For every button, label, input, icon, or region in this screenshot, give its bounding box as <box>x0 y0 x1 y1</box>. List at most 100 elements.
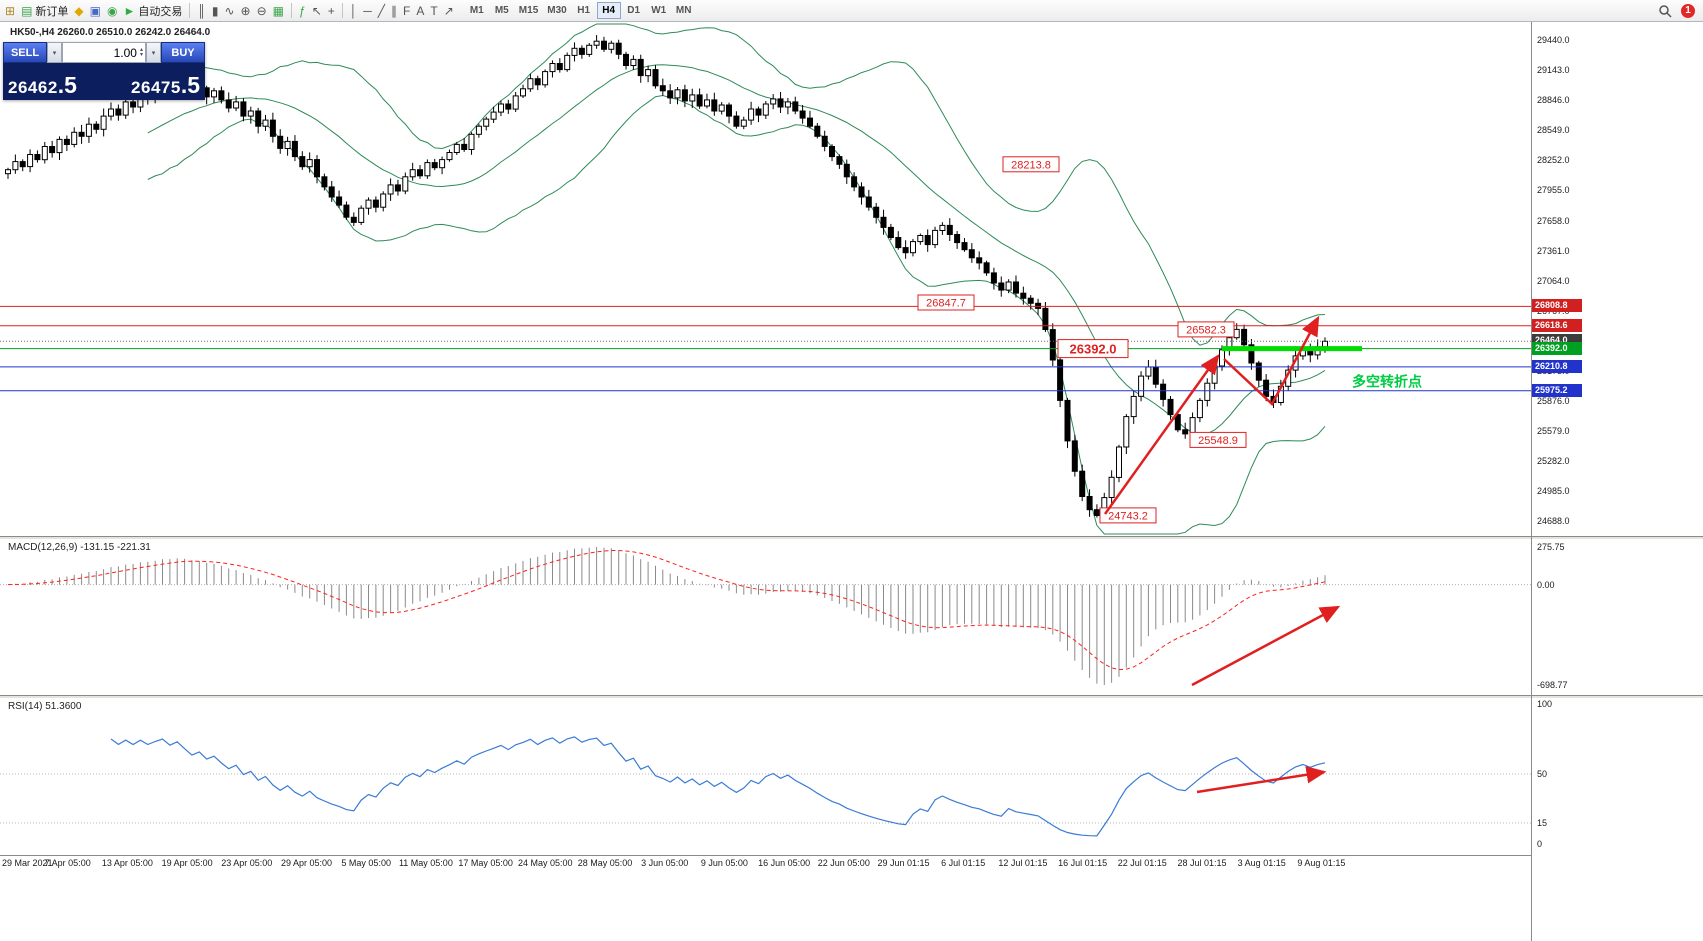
stepper-down-icon[interactable]: ▾ <box>139 51 143 58</box>
price-label-text: 25548.9 <box>1198 435 1238 447</box>
time-label: 12 Jul 01:15 <box>998 858 1048 868</box>
new-order-button[interactable]: ▤ 新订单 <box>18 1 71 21</box>
auto-trading-button[interactable]: ► 自动交易 <box>120 1 185 21</box>
volume-stepper[interactable]: ▴ ▾ <box>139 46 143 58</box>
timeframe-mn[interactable]: MN <box>672 2 696 19</box>
market-icon[interactable]: ◆ <box>71 1 86 21</box>
zoom-out-icon[interactable]: ⊖ <box>254 1 270 21</box>
price-axis-label: 27064.0 <box>1537 275 1570 286</box>
notification-badge[interactable]: 1 <box>1681 3 1695 18</box>
macd-axis-label: -698.77 <box>1537 680 1568 690</box>
timeframe-m30[interactable]: M30 <box>543 2 570 19</box>
cursor-icon: ↖ <box>311 3 322 18</box>
data-window-icon[interactable]: ◉ <box>104 1 120 21</box>
price-axis-label: 27955.0 <box>1537 185 1570 196</box>
time-label: 29 Apr 05:00 <box>280 858 333 868</box>
price-tag: 26808.8 <box>1532 299 1582 313</box>
price-label-text: 26847.7 <box>926 298 966 310</box>
label-icon: T <box>430 3 438 18</box>
timeframe-m1[interactable]: M1 <box>465 2 489 19</box>
market-icon: ◆ <box>74 3 84 18</box>
timeframe-h1[interactable]: H1 <box>572 2 596 19</box>
sell-button[interactable]: SELL <box>3 42 47 63</box>
auto-trading-button-label: 自动交易 <box>138 5 183 18</box>
macd-histogram <box>14 547 1326 685</box>
indicators-icon[interactable]: ƒ <box>296 1 309 21</box>
trendline-icon[interactable]: ╱ <box>375 1 388 21</box>
price-axis-column[interactable]: 29440.0 29143.0 28846.0 28549.0 28252.0 27955… <box>1531 22 1703 941</box>
vertical-line-icon[interactable]: │ <box>347 1 361 21</box>
new-chart-icon[interactable]: ⊞ <box>2 1 18 21</box>
volume-input[interactable]: 1.00 ▴ ▾ <box>62 42 146 63</box>
search-icon[interactable] <box>1655 1 1675 21</box>
panel-splitter[interactable] <box>0 695 1531 698</box>
bar-chart-icon[interactable]: ║ <box>194 1 209 21</box>
price-axis-label: 29440.0 <box>1537 35 1570 46</box>
price-axis-label: 28846.0 <box>1537 95 1570 106</box>
volume-value: 1.00 <box>113 45 137 60</box>
horizontal-line-icon[interactable]: ─ <box>360 1 375 21</box>
crosshair-icon[interactable]: + <box>325 1 338 21</box>
crosshair-icon: + <box>327 3 335 18</box>
bar-chart-icon: ║ <box>197 3 206 18</box>
rsi-canvas[interactable] <box>0 698 1531 855</box>
price-label-text: 24743.2 <box>1108 510 1148 522</box>
timeframe-w1[interactable]: W1 <box>647 2 671 19</box>
price-axis-label: 24688.0 <box>1537 516 1570 527</box>
bollinger-bands <box>147 23 1326 535</box>
timeframe-m5[interactable]: M5 <box>490 2 514 19</box>
text-icon[interactable]: A <box>413 1 427 21</box>
time-axis[interactable]: 29 Mar 2021 7 Apr 05:00 13 Apr 05:00 19 Apr… <box>0 855 1531 871</box>
panel-splitter <box>1532 536 1703 539</box>
profiles-icon[interactable]: ▣ <box>87 1 104 21</box>
price-tag: 26392.0 <box>1532 341 1582 355</box>
time-label: 29 Mar 2021 <box>2 858 53 868</box>
time-label: 28 May 05:00 <box>577 858 633 868</box>
rsi-axis-label: 0 <box>1537 839 1543 849</box>
stepper-up-icon[interactable]: ▴ <box>139 46 143 53</box>
vertical-line-icon: │ <box>349 3 358 18</box>
horizontal-line-icon: ─ <box>363 3 372 18</box>
price-tag: 26210.8 <box>1532 359 1582 373</box>
zoom-in-icon[interactable]: ⊕ <box>238 1 254 21</box>
rsi-axis-label: 100 <box>1537 699 1553 709</box>
toolbar-separator <box>189 3 191 18</box>
price-chart-panel: 28213.8 26847.7 26582.3 26392.0 25548.9 24743… <box>0 22 1531 536</box>
new-order-button-label: 新订单 <box>35 5 69 18</box>
timeframe-m15[interactable]: M15 <box>515 2 542 19</box>
one-click-trading-panel: SELL ▾ 1.00 ▴ ▾ ▾ BUY 26462. <box>3 42 205 100</box>
rsi-axis-label: 15 <box>1537 818 1548 828</box>
arrows-icon[interactable]: ↗ <box>441 1 457 21</box>
price-axis-rsi: 100 50 15 0 <box>1532 698 1703 855</box>
label-icon[interactable]: T <box>427 1 440 21</box>
buy-options-caret-icon[interactable]: ▾ <box>146 42 161 63</box>
timeframe-h4[interactable]: H4 <box>596 2 621 19</box>
cursor-icon[interactable]: ↖ <box>309 1 325 21</box>
sell-options-caret-icon[interactable]: ▾ <box>47 42 62 63</box>
price-chart-canvas[interactable]: 28213.8 26847.7 26582.3 26392.0 25548.9 24743… <box>0 22 1531 536</box>
time-label: 5 May 05:00 <box>341 858 391 868</box>
time-label: 16 Jul 01:15 <box>1058 858 1108 868</box>
toolbar-right: 1 <box>1655 1 1701 21</box>
fibonacci-icon[interactable]: F <box>400 1 413 21</box>
bottom-filler <box>0 871 1531 941</box>
channel-icon[interactable]: ∥ <box>388 1 400 21</box>
line-chart-icon[interactable]: ∿ <box>221 1 237 21</box>
workspace: 28213.8 26847.7 26582.3 26392.0 25548.9 24743… <box>0 22 1703 941</box>
zoom-out-icon: ⊖ <box>256 3 267 18</box>
price-axis-label: 25579.0 <box>1537 425 1570 436</box>
panel-splitter[interactable] <box>0 536 1531 539</box>
channel-icon: ∥ <box>391 3 398 18</box>
fibonacci-icon: F <box>403 3 411 18</box>
buy-button[interactable]: BUY <box>161 42 205 63</box>
time-label: 17 May 05:00 <box>458 858 513 868</box>
indicators-icon: ƒ <box>299 3 306 18</box>
macd-canvas[interactable] <box>0 539 1531 695</box>
candlestick-chart-icon[interactable]: ▮ <box>209 1 222 21</box>
price-axis-label: 25876.0 <box>1537 395 1570 406</box>
time-label: 3 Aug 01:15 <box>1237 858 1286 868</box>
timeframe-d1[interactable]: D1 <box>622 2 646 19</box>
trendline-icon: ╱ <box>377 3 386 18</box>
tile-windows-icon[interactable]: ▦ <box>270 1 287 21</box>
